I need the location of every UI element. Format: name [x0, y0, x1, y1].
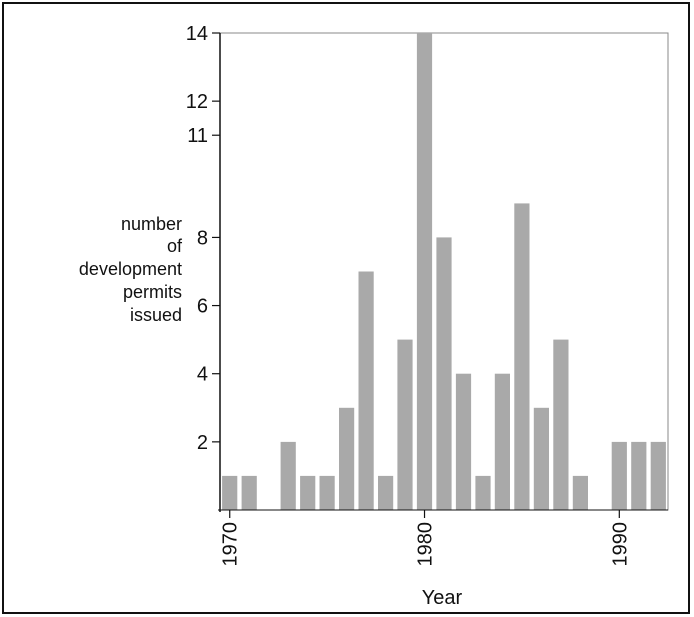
bar-1975: [319, 475, 335, 510]
bar-1977: [358, 271, 374, 510]
y-tick-label: 4: [197, 364, 208, 386]
bar-1988: [572, 475, 588, 510]
y-axis-label-line: issued: [130, 305, 182, 325]
y-tick-label: 8: [197, 227, 208, 249]
bar-1980: [416, 33, 433, 510]
bar-1992: [650, 441, 666, 510]
y-tick-label: 2: [197, 432, 208, 454]
y-tick-label: 6: [197, 296, 208, 318]
y-tick-label: 14: [186, 23, 208, 45]
bar-1990: [611, 441, 627, 510]
bar-chart: number of development permits issued 2 4 6…: [79, 23, 669, 609]
x-tick-label: 1980: [415, 522, 437, 567]
bar-1991: [631, 441, 647, 510]
bar-1979: [397, 339, 413, 510]
y-axis-ticks: 2 4 6 8 11 12 14: [186, 23, 220, 454]
bar-1978: [378, 475, 394, 510]
bar-1987: [553, 339, 569, 510]
x-axis-ticks: 1970 1980 1990: [220, 510, 631, 567]
bars: [222, 33, 666, 510]
y-axis-label-line: permits: [123, 282, 182, 302]
y-axis-label: number of development permits issued: [79, 214, 183, 325]
bar-1983: [475, 475, 491, 510]
bar-1976: [339, 407, 355, 510]
x-tick-label: 1990: [609, 522, 631, 567]
bar-1974: [300, 475, 316, 510]
bar-1985: [514, 203, 530, 510]
bar-1984: [494, 373, 510, 510]
bar-1971: [241, 475, 257, 510]
y-axis-label-line: development: [79, 259, 182, 279]
bar-1973: [280, 441, 296, 510]
bar-1970: [222, 475, 238, 510]
bar-1982: [455, 373, 472, 510]
y-tick-label: 12: [186, 91, 208, 113]
y-tick-label: 11: [187, 125, 208, 147]
bar-1986: [533, 407, 549, 510]
bar-1981: [436, 237, 452, 510]
y-axis-label-line: of: [167, 236, 183, 256]
x-axis-label: Year: [422, 587, 463, 609]
x-tick-label: 1970: [220, 522, 242, 567]
y-axis-label-line: number: [121, 214, 182, 234]
